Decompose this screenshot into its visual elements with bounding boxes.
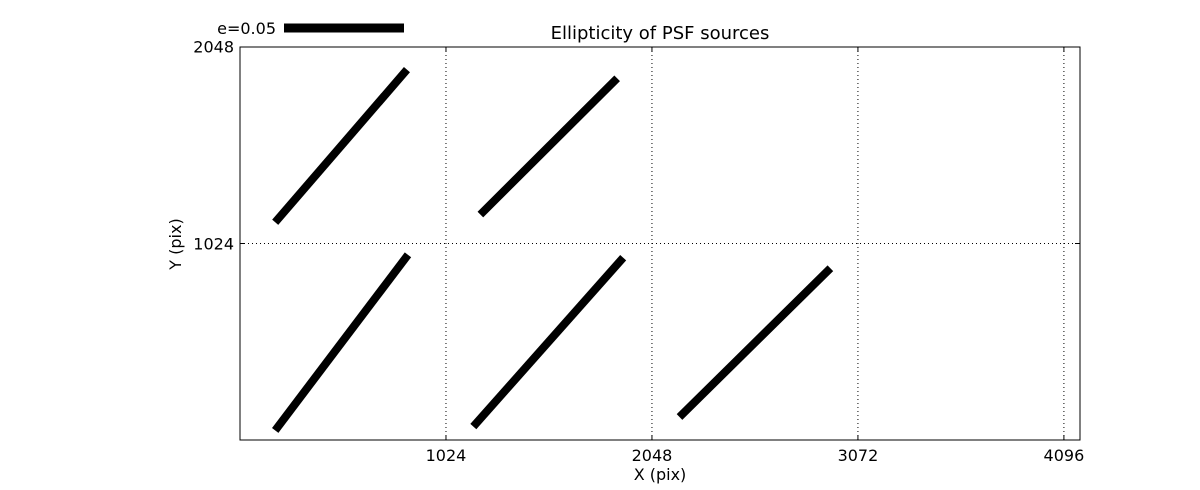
whisker-segment-1 <box>272 67 410 225</box>
x-tick-label-2048: 2048 <box>631 446 673 465</box>
whisker-segment-3 <box>272 252 412 433</box>
x-axis-label: X (pix) <box>633 465 687 484</box>
whisker-segment-5 <box>676 265 834 420</box>
x-tick-label-4096: 4096 <box>1043 446 1085 465</box>
whisker-segment-2 <box>477 75 620 218</box>
x-tick-label-1024: 1024 <box>425 446 467 465</box>
x-tick-label-3072: 3072 <box>837 446 879 465</box>
whisker-segment-4 <box>470 255 627 430</box>
y-tick-label-2048: 2048 <box>193 37 234 57</box>
y-tick-label-1024: 1024 <box>193 234 234 253</box>
legend-label: e=0.05 <box>217 19 276 38</box>
chart-title: Ellipticity of PSF sources <box>550 23 770 44</box>
